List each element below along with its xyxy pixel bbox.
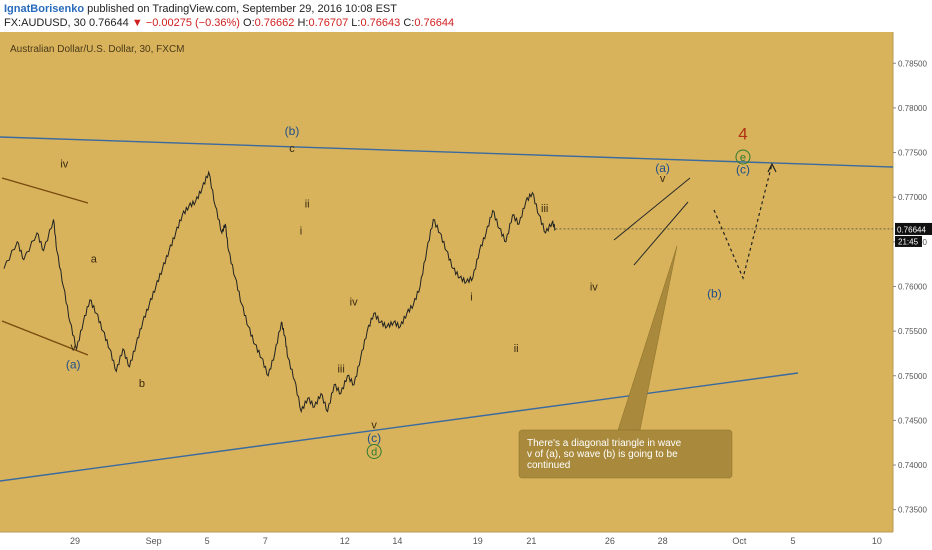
- x-tick-label: Oct: [732, 536, 747, 546]
- upper-trendline: [0, 136, 894, 168]
- wave-label: e: [740, 152, 746, 164]
- wave-label: i: [470, 292, 472, 304]
- down-arrow-icon: ▼: [131, 17, 143, 29]
- high-value: 0.76707: [308, 17, 349, 29]
- price-series-line: [3, 170, 556, 414]
- wave-label: d: [371, 447, 377, 459]
- y-tick-label: 0.78000: [898, 104, 927, 113]
- y-tick-label: 0.78500: [898, 59, 927, 68]
- y-tick-label: 0.77000: [898, 193, 927, 202]
- lower-trendline: [0, 372, 799, 482]
- x-tick-label: 7: [263, 536, 268, 546]
- author-link[interactable]: IgnatBorisenko: [4, 3, 85, 15]
- open-value: 0.76662: [254, 17, 295, 29]
- close-value: 0.76644: [414, 17, 455, 29]
- wave-label: iv: [590, 282, 598, 294]
- projection-arrowhead: [767, 162, 777, 173]
- x-tick-label: 5: [205, 536, 210, 546]
- wave-label: (c): [367, 431, 381, 445]
- wave-label: iii: [337, 364, 344, 376]
- open-label: O:: [243, 17, 255, 29]
- x-tick-label: 10: [872, 536, 882, 546]
- countdown-tag: 21:45: [898, 237, 919, 246]
- wave-label: (c): [736, 163, 750, 177]
- y-tick-label: 0.74500: [898, 416, 927, 425]
- time-axis-panel: [0, 532, 893, 550]
- plot-background: [0, 32, 893, 532]
- price-axis-panel: [893, 32, 932, 550]
- wave-label: (a): [655, 161, 670, 175]
- wave-label: v: [660, 173, 666, 185]
- publish-info: published on TradingView.com, September …: [87, 3, 397, 15]
- callout-box: [518, 429, 733, 479]
- last-price-tag: 0.76644: [897, 225, 926, 234]
- wave-label: iv: [350, 297, 358, 309]
- publish-line: IgnatBorisenko published on TradingView.…: [4, 3, 397, 15]
- wave-label: (b): [707, 287, 722, 301]
- x-tick-label: 14: [392, 536, 402, 546]
- ohlc-line: FX:AUDUSD, 30 0.76644 ▼ −0.00275 (−0.36%…: [4, 17, 454, 29]
- callout-text-line: v of (a), so wave (b) is going to be: [527, 449, 678, 460]
- wedge-upper-line: [613, 177, 691, 241]
- x-tick-label: 19: [473, 536, 483, 546]
- price-change: −0.00275 (−0.36%): [145, 17, 240, 29]
- x-tick-label: 29: [70, 536, 80, 546]
- wave-label: c: [289, 143, 295, 155]
- low-value: 0.76643: [360, 17, 401, 29]
- x-tick-label: 26: [605, 536, 615, 546]
- channel-upper-line: [1, 177, 89, 204]
- symbol-label: FX:AUDUSD, 30: [4, 17, 86, 29]
- countdown-tag-bg: [895, 235, 922, 247]
- wave-label: ii: [305, 199, 310, 211]
- projection-path: [713, 163, 773, 280]
- y-tick-label: 0.76000: [898, 282, 927, 291]
- x-tick-label: Sep: [146, 536, 162, 546]
- wave-label: v: [70, 342, 76, 354]
- low-label: L:: [351, 17, 361, 29]
- callout-text-line: There's a diagonal triangle in wave: [527, 438, 682, 449]
- x-tick-label: 12: [340, 536, 350, 546]
- x-tick-label: 21: [526, 536, 536, 546]
- channel-lower-line: [1, 320, 89, 356]
- wave-label-circle: [735, 149, 751, 165]
- close-label: C:: [403, 17, 415, 29]
- chart-header: IgnatBorisenko published on TradingView.…: [0, 0, 932, 32]
- y-tick-label: 0.75500: [898, 327, 927, 336]
- wave-label: ii: [514, 343, 519, 355]
- wave-label: b: [139, 378, 145, 390]
- price-chart[interactable]: 0.785000.780000.775000.770000.765000.760…: [0, 32, 932, 550]
- wave-label-circle: [366, 444, 382, 459]
- wave-label: v: [371, 420, 377, 432]
- callout-text-line: continued: [527, 460, 570, 471]
- y-tick-label: 0.73500: [898, 506, 927, 515]
- wave-label: (a): [66, 358, 81, 372]
- wave-label: i: [300, 226, 302, 238]
- last-price-tag-bg: [895, 222, 932, 235]
- y-tick-label: 0.77500: [898, 149, 927, 158]
- wave-label: 4: [738, 125, 747, 144]
- high-label: H:: [297, 17, 309, 29]
- wave-label: (b): [285, 124, 300, 138]
- wave-label: iv: [60, 159, 68, 171]
- last-price: 0.76644: [88, 17, 129, 29]
- chart-title: Australian Dollar/U.S. Dollar, 30, FXCM: [10, 44, 185, 55]
- wave-label: iii: [541, 203, 548, 215]
- x-tick-label: 5: [790, 536, 795, 546]
- x-tick-label: 28: [658, 536, 668, 546]
- callout-text: There's a diagonal triangle in wave v of …: [527, 438, 682, 471]
- wave-label: a: [91, 254, 98, 266]
- y-tick-label: 0.74000: [898, 461, 927, 470]
- wedge-lower-line: [633, 201, 689, 266]
- y-tick-label: 0.75000: [898, 372, 927, 381]
